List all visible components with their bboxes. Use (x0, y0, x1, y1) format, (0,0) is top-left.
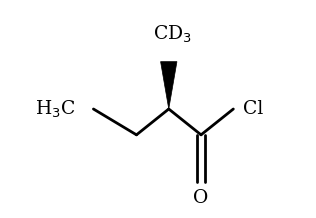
Text: O: O (193, 189, 209, 207)
Polygon shape (161, 62, 177, 109)
Text: H$_3$C: H$_3$C (34, 98, 75, 120)
Text: CD$_3$: CD$_3$ (153, 24, 191, 45)
Text: Cl: Cl (243, 100, 263, 118)
